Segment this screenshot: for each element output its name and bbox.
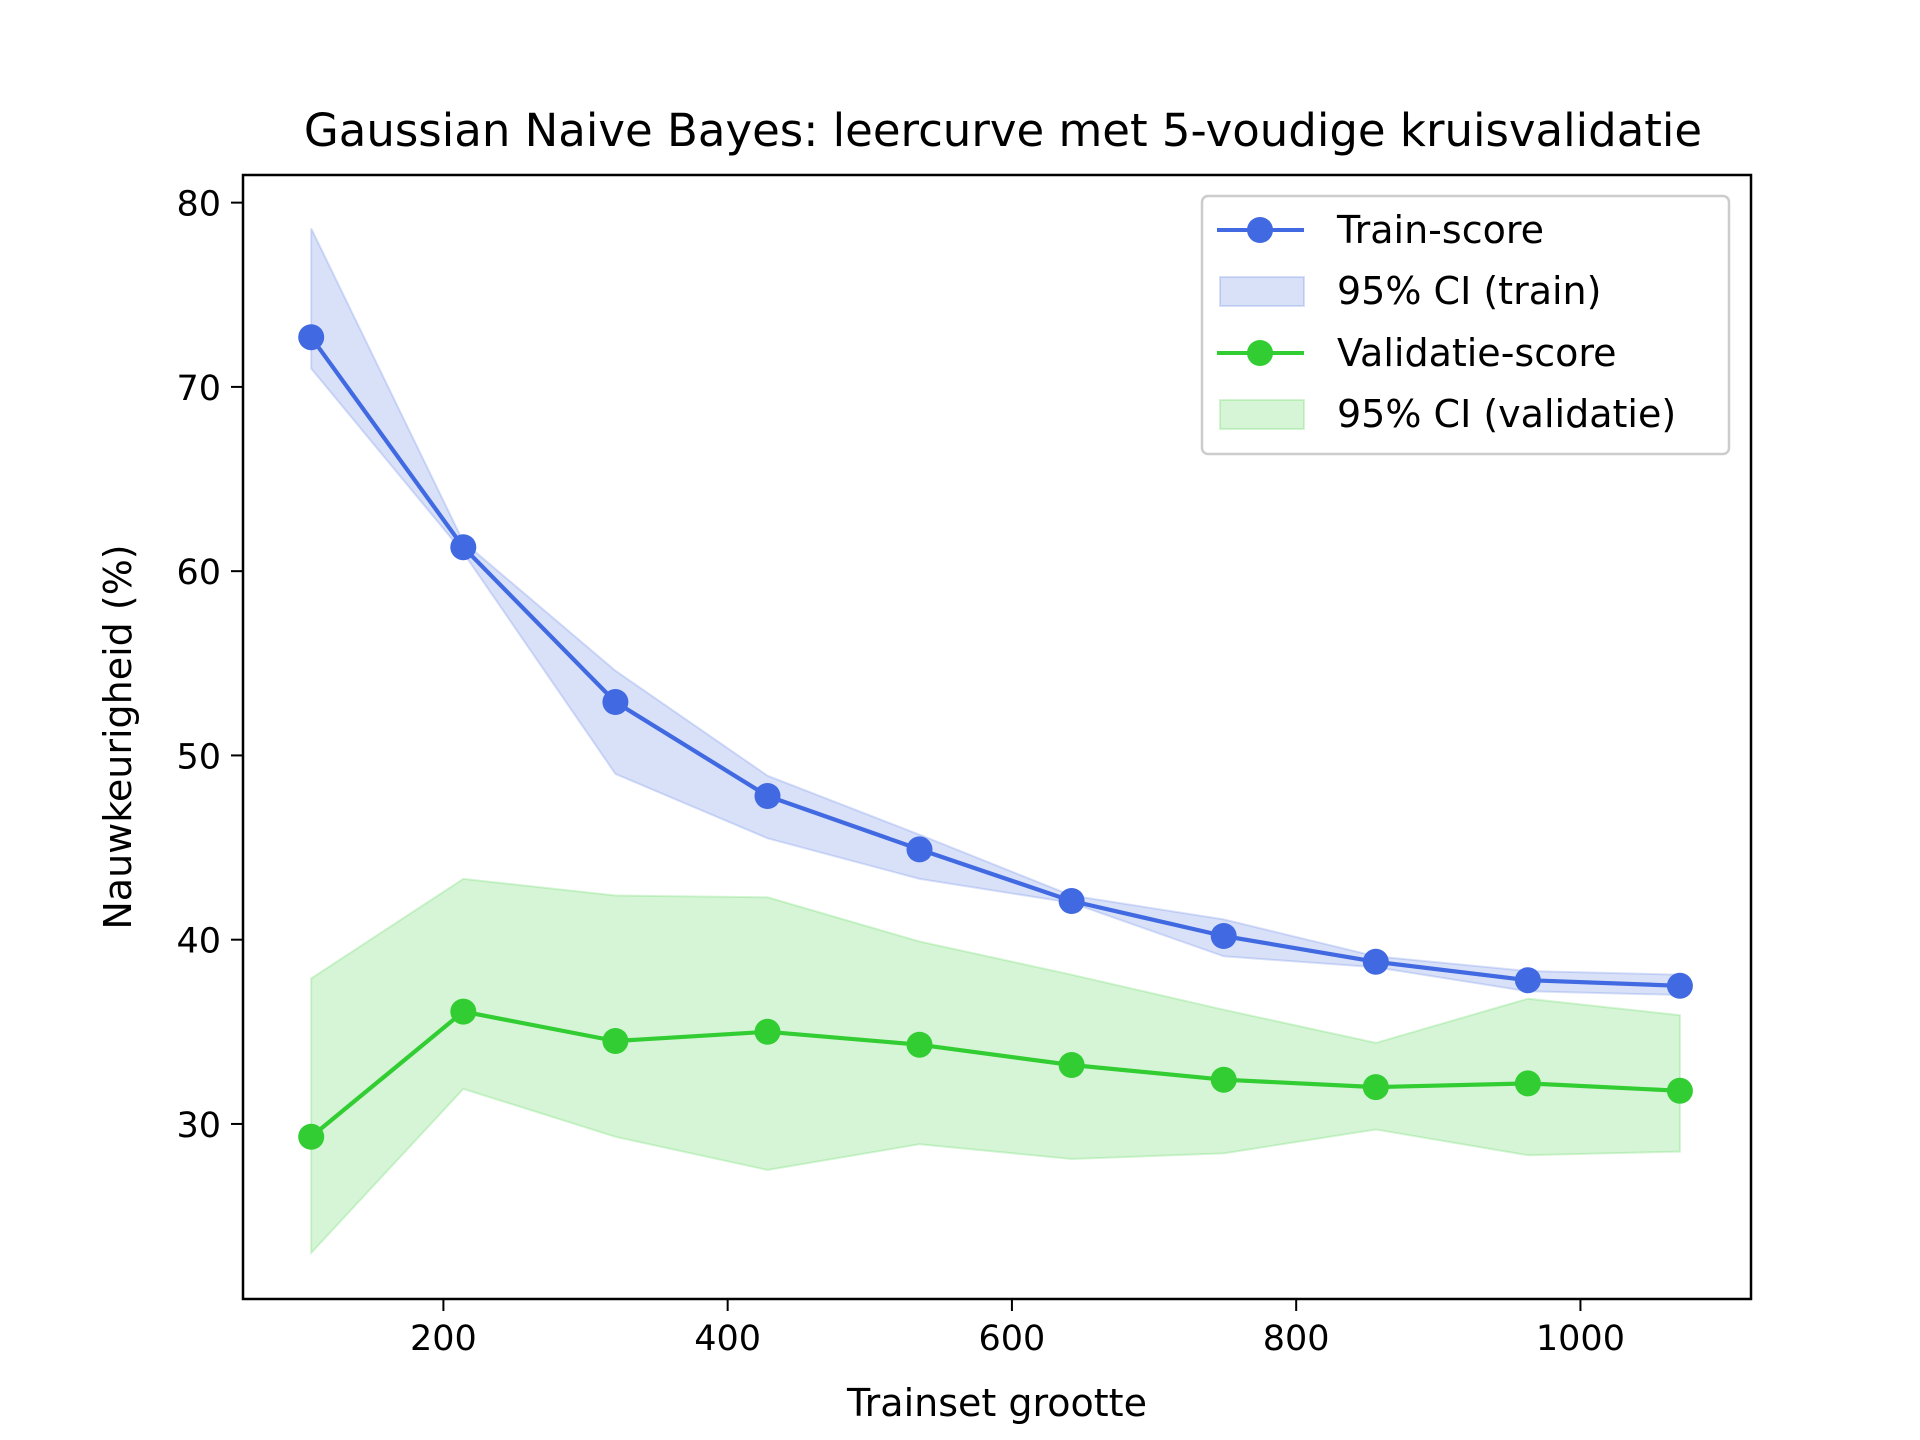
legend-label-train-score: Train-score [1336, 208, 1544, 252]
data-point-validatie [1666, 1077, 1693, 1104]
legend-swatch-ci-train [1219, 276, 1305, 307]
data-point-validatie [1058, 1052, 1085, 1078]
x-tick-label: 600 [979, 1319, 1046, 1359]
data-point-validatie [1514, 1070, 1541, 1097]
y-tick-label: 30 [176, 1106, 221, 1146]
data-point-train [298, 324, 325, 351]
data-point-train [450, 534, 477, 561]
plot-area [298, 227, 1693, 1256]
x-tick-label: 200 [410, 1319, 477, 1359]
data-point-validatie [906, 1031, 933, 1058]
data-point-validatie [450, 998, 477, 1025]
data-point-validatie [298, 1123, 325, 1150]
y-tick-label: 70 [176, 369, 221, 409]
legend-entry-validatie-score: Validatie-score [1217, 331, 1617, 375]
legend-label-ci-train: 95% CI (train) [1337, 269, 1601, 313]
data-point-train [1210, 923, 1237, 949]
data-point-train [602, 689, 629, 715]
legend-marker-train-score [1247, 217, 1273, 243]
legend-swatch-ci-validatie [1219, 399, 1305, 430]
y-tick-label: 80 [176, 185, 221, 225]
series-line-train [309, 335, 1680, 988]
x-axis: 200 400 600 800 1000 [410, 1299, 1625, 1359]
data-point-train [754, 783, 781, 809]
data-point-train [1362, 948, 1389, 975]
x-tick-label: 800 [1263, 1319, 1330, 1359]
y-tick-label: 40 [176, 922, 221, 962]
y-tick-label: 60 [176, 553, 221, 593]
data-point-validatie [1362, 1074, 1389, 1101]
legend-label-validatie-score: Validatie-score [1337, 331, 1617, 375]
legend-box [1200, 194, 1731, 456]
x-tick-label: 1000 [1536, 1319, 1625, 1359]
data-point-train [1514, 967, 1541, 994]
legend-entry-ci-validatie: 95% CI (validatie) [1219, 392, 1676, 436]
y-tick-label: 50 [176, 737, 221, 777]
legend-marker-validatie-score [1247, 340, 1273, 366]
y-axis-label: Nauwkeurigheid (%) [96, 544, 140, 929]
series-line-validatie [309, 1009, 1681, 1139]
data-point-validatie [602, 1028, 629, 1054]
plot-frame [241, 173, 1753, 1301]
legend: Train-score 95% CI (train) Validatie-sco… [1200, 194, 1731, 456]
data-point-validatie [754, 1018, 781, 1045]
chart-title: Gaussian Naive Bayes: leercurve met 5-vo… [304, 104, 1702, 157]
x-tick-label: 400 [694, 1319, 761, 1359]
y-axis: 30 40 50 60 70 80 [176, 185, 243, 1146]
legend-entry-ci-train: 95% CI (train) [1219, 269, 1601, 313]
ci-band-validatie [310, 877, 1681, 1256]
data-point-train [1058, 888, 1085, 914]
data-point-train [906, 836, 933, 863]
legend-label-ci-validatie: 95% CI (validatie) [1337, 392, 1676, 436]
data-point-validatie [1210, 1066, 1237, 1093]
x-axis-label: Trainset grootte [846, 1381, 1147, 1425]
legend-entry-train-score: Train-score [1217, 208, 1544, 252]
data-point-train [1666, 972, 1693, 999]
